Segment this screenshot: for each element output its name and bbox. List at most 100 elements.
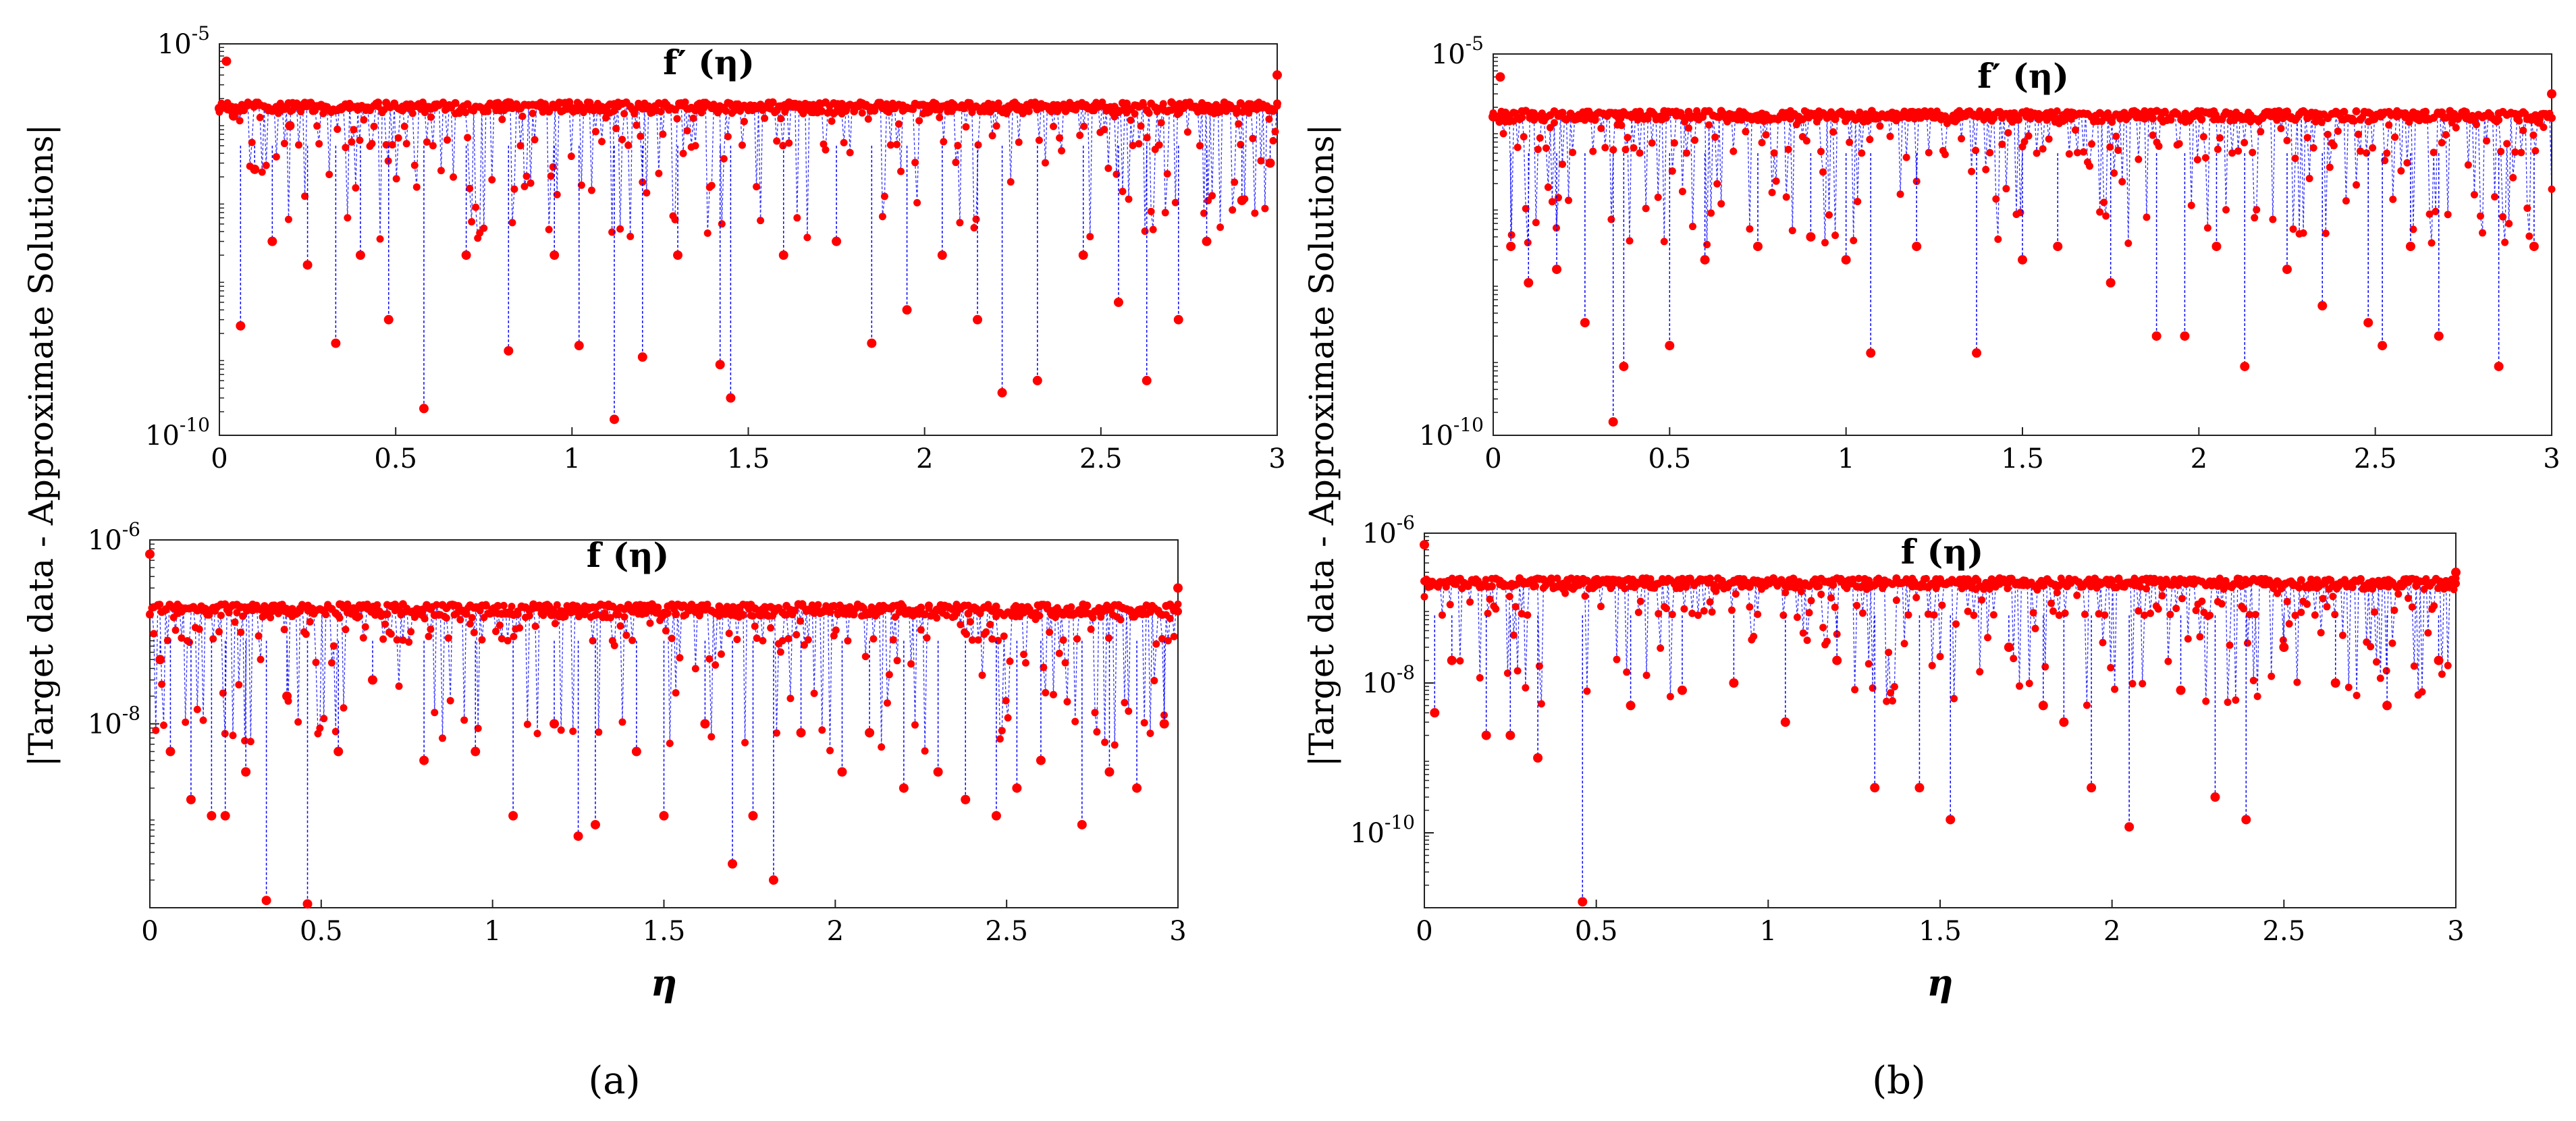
error-envelope-point bbox=[896, 600, 905, 609]
error-cloud-point bbox=[2444, 661, 2452, 669]
error-cloud-point bbox=[1261, 204, 1269, 213]
error-cloud-point bbox=[620, 109, 628, 117]
error-cloud-point bbox=[1117, 616, 1125, 624]
data-point bbox=[1078, 250, 1088, 261]
error-cloud-point bbox=[1249, 134, 1257, 142]
error-cloud-point bbox=[1727, 606, 1736, 614]
error-cloud-point bbox=[892, 140, 901, 148]
error-cloud-point bbox=[294, 718, 302, 726]
error-cloud-point bbox=[2175, 140, 2183, 148]
error-cloud-point bbox=[803, 234, 811, 242]
error-cloud-point bbox=[262, 161, 270, 169]
y-tick-label: 10-10 bbox=[1350, 811, 1415, 849]
error-envelope-point bbox=[651, 603, 660, 612]
error-envelope-point bbox=[2324, 575, 2333, 584]
error-envelope-point bbox=[2006, 115, 2014, 124]
error-cloud-point bbox=[2196, 633, 2204, 641]
error-envelope-point bbox=[2014, 115, 2022, 124]
error-envelope-point bbox=[2348, 115, 2357, 124]
error-cloud-point bbox=[1805, 609, 1813, 617]
error-cloud-point bbox=[280, 140, 288, 148]
error-cloud-point bbox=[1713, 180, 1721, 188]
error-cloud-point bbox=[2224, 699, 2232, 707]
error-cloud-point bbox=[666, 739, 674, 747]
error-envelope-point bbox=[1075, 606, 1083, 615]
error-cloud-point bbox=[1456, 657, 1464, 665]
error-envelope-point bbox=[2421, 107, 2430, 116]
error-cloud-point bbox=[313, 122, 321, 130]
error-cloud-point bbox=[822, 146, 830, 154]
error-cloud-point bbox=[757, 217, 765, 225]
error-cloud-point bbox=[470, 628, 478, 636]
error-cloud-point bbox=[1021, 659, 1029, 667]
error-cloud-point bbox=[2102, 212, 2110, 220]
error-cloud-point bbox=[1694, 611, 1702, 620]
error-cloud-point bbox=[2199, 133, 2207, 141]
error-envelope-point bbox=[572, 602, 581, 611]
error-cloud-point bbox=[1251, 209, 1259, 217]
error-cloud-point bbox=[1166, 614, 1174, 622]
data-point bbox=[2059, 717, 2069, 728]
error-cloud-point bbox=[1171, 198, 1179, 207]
data-point bbox=[1580, 318, 1590, 328]
error-cloud-point bbox=[258, 168, 266, 176]
data-point bbox=[207, 811, 217, 821]
error-cloud-point bbox=[2476, 212, 2484, 220]
error-cloud-point bbox=[407, 628, 415, 636]
error-cloud-point bbox=[2523, 204, 2531, 213]
error-cloud-point bbox=[1705, 121, 1713, 129]
error-envelope-point bbox=[1220, 98, 1229, 107]
error-cloud-point bbox=[679, 149, 687, 157]
error-cloud-point bbox=[1950, 694, 1958, 703]
error-cloud-point bbox=[510, 632, 518, 640]
error-cloud-point bbox=[2269, 215, 2277, 223]
error-cloud-point bbox=[1589, 147, 1597, 155]
error-envelope-point bbox=[280, 105, 289, 113]
error-cloud-point bbox=[622, 631, 630, 639]
error-envelope-point bbox=[1522, 107, 1530, 115]
error-cloud-point bbox=[2002, 185, 2010, 193]
error-cloud-point bbox=[2143, 584, 2151, 593]
error-cloud-point bbox=[2192, 606, 2200, 614]
error-cloud-point bbox=[1104, 634, 1112, 642]
error-cloud-point bbox=[668, 634, 676, 642]
x-tick-label: 2 bbox=[2103, 916, 2120, 947]
error-cloud-point bbox=[1781, 589, 1790, 597]
error-cloud-point bbox=[1007, 177, 1015, 186]
error-cloud-point bbox=[1972, 146, 1980, 155]
data-point bbox=[1806, 231, 1816, 242]
error-cloud-point bbox=[412, 183, 421, 191]
error-cloud-point bbox=[2478, 229, 2486, 237]
data-point bbox=[1495, 72, 1505, 82]
error-envelope-point bbox=[2197, 115, 2206, 124]
panel-a-bottom: f (η) 0 0.5 1 1.5 2 2.5 3 10-8 10-6 η bbox=[88, 518, 1187, 1004]
error-cloud-point bbox=[2291, 611, 2299, 620]
error-cloud-point bbox=[466, 620, 474, 628]
error-cloud-point bbox=[705, 655, 714, 663]
error-envelope-point bbox=[931, 99, 940, 108]
data-point bbox=[902, 305, 912, 315]
data-point bbox=[1113, 297, 1123, 307]
error-cloud-point bbox=[1691, 136, 1699, 144]
error-cloud-point bbox=[1499, 130, 1507, 138]
error-cloud-point bbox=[1532, 219, 1540, 227]
error-cloud-point bbox=[2249, 676, 2257, 684]
error-cloud-point bbox=[1887, 689, 1895, 697]
error-envelope-point bbox=[1567, 574, 1576, 583]
error-cloud-point bbox=[1055, 649, 1063, 657]
error-cloud-point bbox=[423, 138, 431, 146]
error-cloud-point bbox=[2135, 155, 2143, 163]
error-cloud-point bbox=[869, 635, 878, 643]
error-cloud-point bbox=[741, 738, 749, 746]
x-tick-label: 1 bbox=[1837, 443, 1854, 474]
axes-box bbox=[149, 539, 1179, 908]
error-cloud-point bbox=[800, 641, 808, 649]
data-point bbox=[1132, 783, 1142, 793]
error-cloud-point bbox=[1693, 107, 1701, 115]
error-cloud-point bbox=[1110, 741, 1119, 749]
error-cloud-point bbox=[1802, 137, 1810, 145]
data-point bbox=[2240, 361, 2250, 371]
data-point bbox=[1700, 254, 1710, 265]
data-point bbox=[419, 404, 429, 414]
error-cloud-point bbox=[1152, 640, 1160, 648]
